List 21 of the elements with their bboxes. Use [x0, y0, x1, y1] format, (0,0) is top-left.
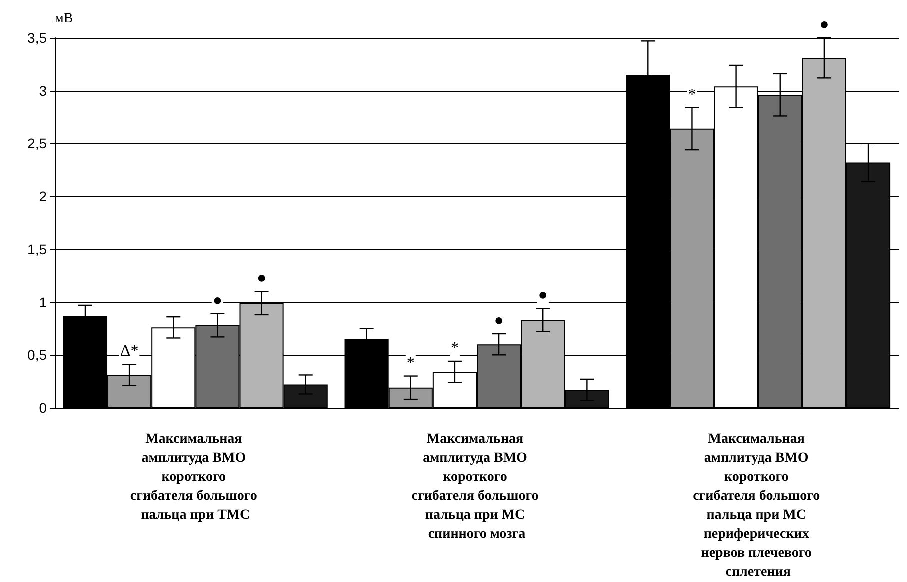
y-tick-label: 1 — [39, 294, 48, 310]
data-label: ● — [820, 16, 830, 34]
y-tick-label: 3,5 — [28, 30, 48, 46]
data-label: ● — [494, 312, 504, 330]
x-tick-label: Максимальная амплитуда ВМО короткого сгибателя большого пальца при ТМС — [130, 432, 261, 523]
data-label: ● — [212, 292, 223, 310]
data-label: Δ* — [120, 343, 139, 360]
data-label: * — [450, 340, 459, 357]
y-tick-label: 1,5 — [28, 241, 48, 258]
data-label: * — [406, 354, 415, 372]
y-tick-label: 0,5 — [28, 347, 48, 364]
y-axis-title: мВ — [55, 12, 74, 26]
data-label: * — [688, 86, 696, 104]
y-tick-label: 0 — [39, 400, 48, 416]
y-tick-label: 3 — [39, 82, 48, 99]
x-tick-label: Максимальная амплитуда ВМО короткого сгибателя большого пальца при МС спинного мозга — [412, 432, 542, 542]
y-tick-label: 2,5 — [28, 136, 48, 152]
data-label: ● — [256, 270, 267, 288]
data-label: ● — [538, 287, 548, 304]
x-tick-label: Максимальная амплитуда ВМО короткого сгибателя большого пальца при МС периферических нервов плечевого сплетения — [693, 432, 824, 580]
y-tick-label: 2 — [39, 188, 48, 205]
